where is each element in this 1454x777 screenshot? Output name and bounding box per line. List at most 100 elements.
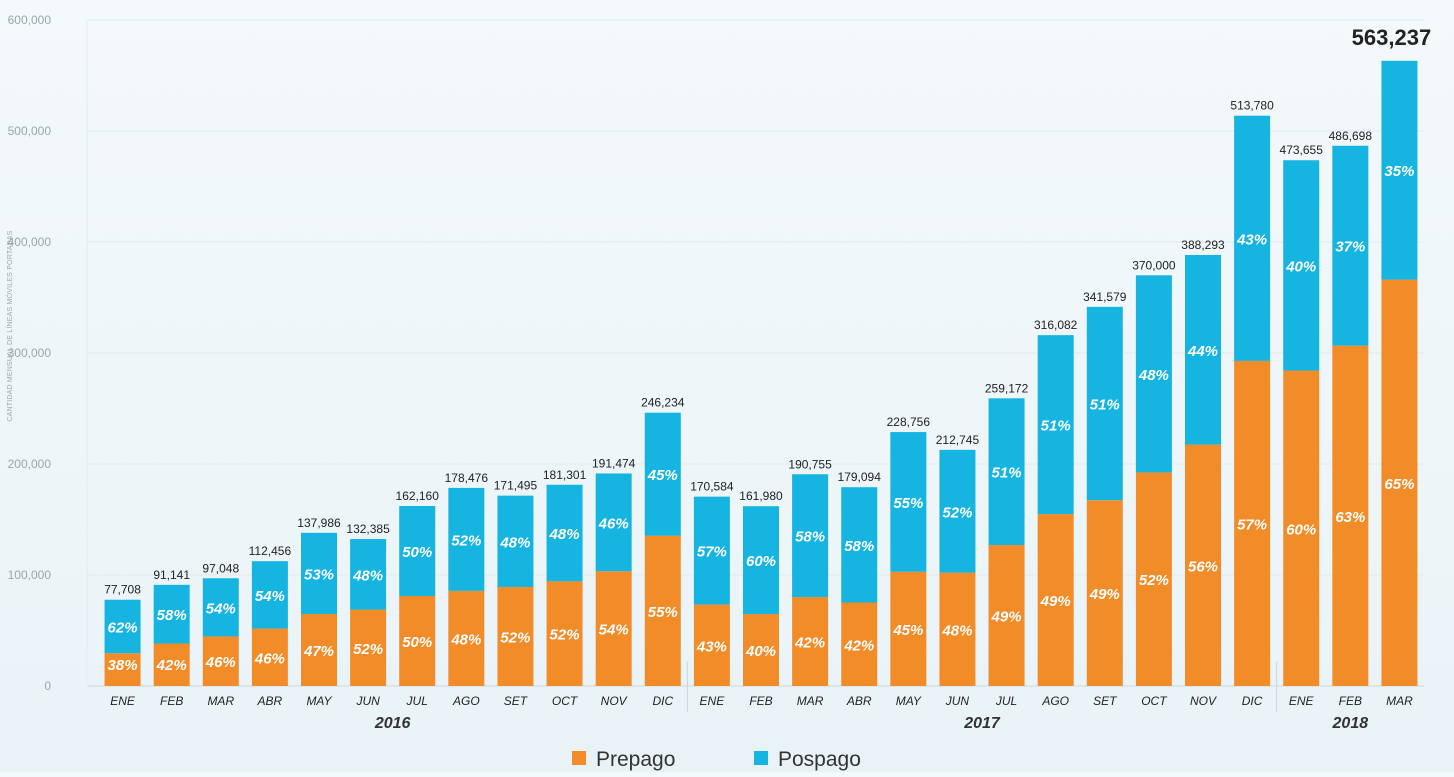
bar-pospago [399, 506, 436, 597]
bar-pospago [153, 584, 190, 644]
pct-label-prepago: 47% [303, 643, 334, 660]
legend-label-pospago: Pospago [778, 748, 861, 771]
pct-label-pospago: 54% [206, 600, 236, 617]
bar-prepago [1381, 279, 1418, 686]
bar-pospago [251, 561, 288, 629]
bar-total-label: 178,476 [445, 471, 489, 485]
pct-label-prepago: 63% [1335, 509, 1365, 526]
y-tick-label: 100,000 [8, 568, 52, 582]
bar-prepago [202, 636, 239, 686]
x-tick-label: ENE [110, 694, 136, 708]
pct-label-prepago: 54% [599, 622, 629, 639]
bar-prepago [497, 587, 534, 686]
bar-prepago [693, 604, 730, 686]
pct-label-prepago: 65% [1384, 476, 1414, 493]
pct-label-pospago: 46% [598, 515, 629, 532]
y-tick-label: 500,000 [8, 124, 52, 138]
pct-label-pospago: 55% [893, 495, 923, 512]
bar-total-label: 563,237 [1352, 25, 1432, 50]
bar-total-label: 170,584 [690, 480, 734, 494]
bar-pospago [1332, 145, 1369, 346]
pct-label-pospago: 48% [549, 526, 580, 543]
pct-label-pospago: 51% [1041, 418, 1071, 435]
x-tick-label: MAY [306, 694, 332, 708]
bar-total-label: 388,293 [1181, 238, 1225, 252]
bar-pospago [988, 398, 1025, 546]
bar-prepago [1135, 472, 1172, 686]
pct-label-pospago: 37% [1335, 239, 1365, 256]
bar-prepago [841, 602, 878, 686]
pct-label-prepago: 45% [892, 622, 923, 639]
bar-prepago [301, 614, 337, 686]
bar-prepago [251, 628, 288, 686]
bar-total-label: 112,456 [249, 544, 292, 558]
x-tick-label: OCT [552, 694, 579, 708]
y-axis-label: CANTIDAD MENSUAL DE LÍNEAS MÓVILES PORTA… [5, 230, 14, 421]
pct-label-pospago: 51% [992, 465, 1022, 482]
x-tick-label: SET [1093, 694, 1118, 708]
x-tick-label: JUN [355, 694, 380, 708]
bar-total-label: 190,755 [788, 457, 832, 471]
legend-swatch-pospago [754, 751, 768, 765]
bar-pospago [546, 484, 583, 582]
bar-pospago [792, 474, 829, 598]
pct-label-pospago: 57% [697, 544, 727, 561]
bar-pospago [1185, 254, 1221, 445]
pct-label-pospago: 48% [352, 567, 383, 584]
bar-total-label: 91,141 [153, 568, 190, 582]
pct-label-pospago: 62% [108, 619, 138, 636]
pct-label-pospago: 44% [1187, 343, 1218, 360]
pct-label-prepago: 52% [500, 630, 530, 647]
pct-label-pospago: 48% [1138, 367, 1169, 384]
x-tick-label: FEB [1339, 694, 1362, 708]
bar-prepago [448, 590, 485, 686]
x-tick-label: AGO [452, 694, 480, 708]
year-label: 2017 [963, 715, 1001, 732]
pct-label-prepago: 43% [696, 638, 727, 655]
pct-label-pospago: 58% [795, 529, 825, 546]
bar-prepago [1037, 514, 1074, 686]
bar-prepago [350, 609, 387, 686]
bar-pospago [1037, 335, 1074, 515]
bar-pospago [595, 473, 632, 572]
year-label: 2018 [1332, 715, 1369, 732]
x-tick-label: FEB [749, 694, 772, 708]
y-tick-label: 200,000 [8, 457, 52, 471]
x-tick-label: AGO [1041, 694, 1069, 708]
x-tick-label: SET [504, 694, 529, 708]
bar-prepago [644, 535, 681, 686]
bar-total-label: 179,094 [838, 470, 882, 484]
pct-label-prepago: 52% [1139, 572, 1169, 589]
bar-total-label: 212,745 [936, 433, 980, 447]
pct-label-pospago: 48% [499, 534, 530, 551]
y-tick-label: 0 [44, 679, 51, 693]
pct-label-pospago: 52% [942, 504, 972, 521]
pct-label-pospago: 54% [255, 588, 285, 605]
pct-label-prepago: 56% [1188, 558, 1218, 575]
bar-prepago [1332, 345, 1369, 686]
x-tick-label: DIC [652, 694, 673, 708]
bar-total-label: 370,000 [1132, 258, 1176, 272]
x-tick-label: ENE [1289, 694, 1315, 708]
x-tick-label: OCT [1141, 694, 1168, 708]
x-tick-label: ENE [700, 694, 726, 708]
x-tick-label: MAR [1386, 694, 1413, 708]
pct-label-pospago: 60% [746, 553, 776, 570]
pct-label-pospago: 52% [451, 532, 481, 549]
bar-pospago [497, 495, 534, 588]
bar-prepago [939, 572, 976, 686]
bar-total-label: 77,708 [104, 583, 141, 597]
bar-prepago [546, 581, 583, 686]
y-tick-label: 600,000 [8, 13, 52, 27]
pct-label-prepago: 50% [402, 634, 432, 651]
bar-pospago [644, 412, 681, 536]
pct-label-prepago: 42% [156, 657, 187, 674]
bar-prepago [1086, 500, 1123, 686]
pct-label-prepago: 57% [1237, 516, 1267, 533]
bar-total-label: 486,698 [1329, 129, 1373, 143]
x-tick-label: ABR [846, 694, 872, 708]
bar-pospago [1381, 60, 1418, 280]
pct-label-prepago: 49% [991, 609, 1022, 626]
bar-prepago [1283, 370, 1320, 686]
